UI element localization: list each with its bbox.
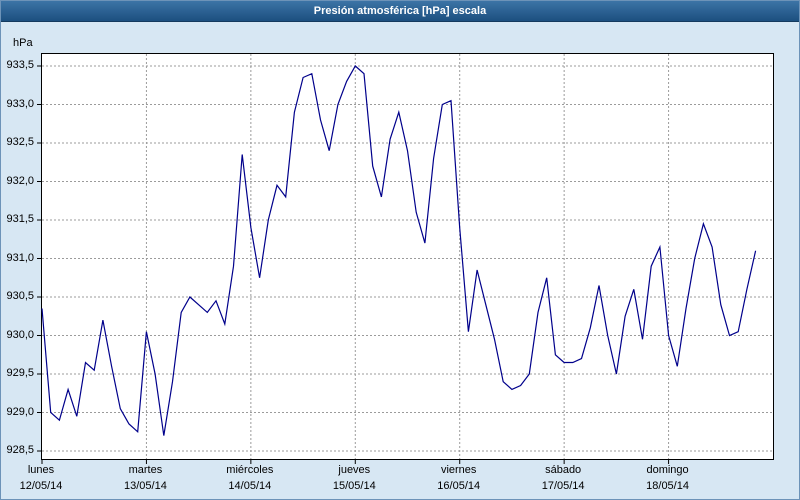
x-axis-tick-label: miércoles 14/05/14 — [226, 464, 273, 493]
y-axis-unit-label: hPa — [13, 37, 33, 49]
x-axis-labels: lunes 12/05/14 martes 13/05/14 miércoles 14/0… — [20, 464, 772, 496]
y-axis-tick-label: 931,5 — [6, 213, 34, 225]
plot-area — [37, 53, 774, 464]
x-axis-day-label: miércoles — [226, 464, 274, 476]
x-axis-day-label: lunes — [27, 464, 55, 476]
y-axis-tick-label: 929,0 — [6, 405, 34, 418]
x-axis-date-label: 15/05/14 — [332, 480, 376, 492]
y-axis-tick-label: 930,5 — [6, 290, 34, 302]
x-axis-day-label: viernes — [440, 464, 477, 476]
x-axis-date-label: 17/05/14 — [541, 480, 585, 492]
x-axis-tick-label: martes 13/05/14 — [124, 464, 167, 493]
x-axis-tick-label: jueves 15/05/14 — [333, 464, 376, 493]
y-axis-tick-label: 932,5 — [6, 136, 34, 148]
x-axis-tick-label: lunes 12/05/14 — [20, 464, 63, 493]
y-axis-tick-label: 932,0 — [6, 174, 34, 187]
pressure-series-line — [41, 65, 757, 436]
y-axis-tick-label: 931,0 — [6, 251, 34, 264]
y-axis-tick-label: 929,5 — [6, 367, 34, 379]
y-axis-tick-label: 933,5 — [6, 59, 34, 71]
x-axis-date-label: 13/05/14 — [124, 480, 167, 492]
x-axis-day-label: jueves — [338, 464, 371, 476]
pressure-line-chart — [37, 54, 773, 464]
x-axis-date-label: 12/05/14 — [19, 480, 63, 492]
y-axis-labels: 933,5 933,0 932,5 932,0 931,5 931,0 930,5 930,0… — [1, 53, 37, 458]
y-axis-tick-label: 930,0 — [6, 328, 34, 341]
x-axis-date-label: 14/05/14 — [228, 480, 272, 492]
x-axis-date-label: 16/05/14 — [437, 480, 481, 492]
x-axis-day-label: domingo — [646, 464, 689, 476]
x-axis-tick-label: domingo 18/05/14 — [646, 464, 689, 493]
x-axis-date-label: 18/05/14 — [646, 480, 689, 492]
x-axis-day-label: martes — [128, 464, 163, 476]
y-axis-tick-label: 928,5 — [6, 444, 34, 456]
window-title: Presión atmosférica [hPa] escala — [313, 5, 487, 17]
window-title-bar: Presión atmosférica [hPa] escala — [1, 1, 799, 22]
x-axis-tick-label: sábado 17/05/14 — [542, 464, 585, 493]
y-axis-tick-label: 933,0 — [6, 97, 34, 110]
x-axis-tick-label: viernes 16/05/14 — [437, 464, 480, 493]
x-axis-day-label: sábado — [545, 464, 582, 476]
